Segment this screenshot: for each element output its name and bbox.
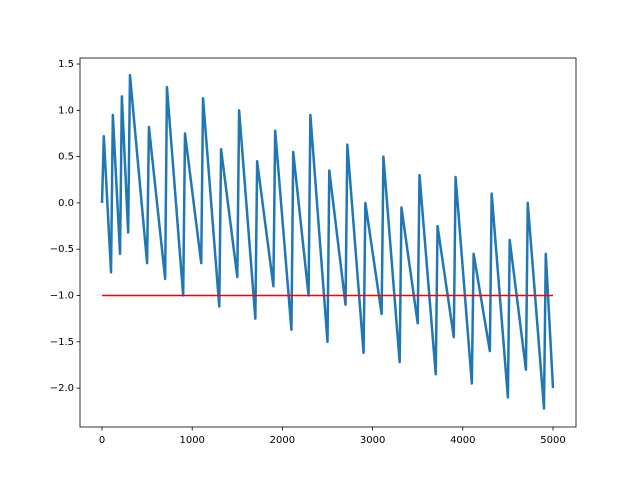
y-tick-label: −2.0 [50, 383, 74, 394]
x-tick-label: 1000 [179, 435, 204, 446]
y-tick-label: 0.5 [58, 152, 74, 163]
plot-frame [79, 57, 577, 428]
x-tick-label: 4000 [450, 435, 475, 446]
y-tick-label: −1.5 [50, 337, 74, 348]
y-tick-label: −0.5 [50, 244, 74, 255]
data-line [100, 73, 555, 410]
x-tick-label: 3000 [360, 435, 385, 446]
x-tick-label: 2000 [270, 435, 295, 446]
x-tick-label: 5000 [540, 435, 565, 446]
y-tick-label: 1.5 [58, 59, 74, 70]
x-tick-label: 0 [99, 435, 105, 446]
y-tick-label: 1.0 [58, 105, 74, 116]
y-tick-label: 0.0 [58, 198, 74, 209]
y-tick-label: −1.0 [50, 291, 74, 302]
